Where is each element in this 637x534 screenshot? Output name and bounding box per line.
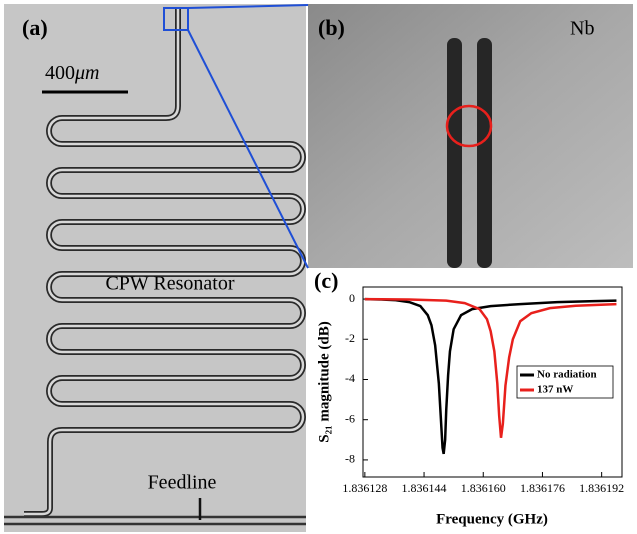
highlight-circle	[445, 104, 493, 148]
panel-label: (c)	[314, 268, 338, 293]
y-tick-label: -4	[345, 371, 355, 385]
series-line	[364, 297, 617, 455]
scale-unit: μm	[74, 62, 99, 84]
resonator	[24, 8, 306, 517]
plot-frame	[362, 286, 623, 478]
micrograph-b	[308, 4, 633, 268]
zoom-line	[187, 29, 309, 269]
legend-label: 137 nW	[537, 384, 573, 396]
y-tick-label: -2	[345, 331, 355, 345]
legend-box	[516, 365, 614, 399]
scale-text: 400μm	[45, 62, 99, 84]
x-tick-label: 1.836160	[461, 481, 506, 495]
legend-label: No radiation	[537, 369, 597, 381]
x-tick-label: 1.836176	[520, 481, 565, 495]
material-label: Nb	[570, 18, 594, 40]
x-tick-label: 1.836192	[579, 481, 624, 495]
x-tick-label: 1.836144	[402, 481, 447, 495]
series-line	[364, 297, 617, 438]
feedline-label: Feedline	[148, 472, 217, 494]
panel-label: (a)	[22, 15, 48, 40]
zoom-line	[187, 4, 309, 9]
x-tick-label: 1.836128	[342, 481, 387, 495]
resonator-label: CPW Resonator	[105, 273, 234, 295]
y-axis-title: S₂₁ magnitude (dB)	[316, 321, 332, 443]
panel-label: (b)	[318, 15, 345, 40]
strip	[447, 38, 462, 268]
zoom-box	[163, 7, 189, 31]
strip	[477, 38, 492, 268]
scale-value: 400	[45, 62, 75, 84]
y-tick-label: 0	[349, 291, 355, 305]
resonator-inner	[24, 8, 305, 516]
x-axis-title: Frequency (GHz)	[436, 511, 548, 527]
y-tick-label: -8	[345, 452, 355, 466]
y-tick-label: -6	[345, 411, 355, 425]
